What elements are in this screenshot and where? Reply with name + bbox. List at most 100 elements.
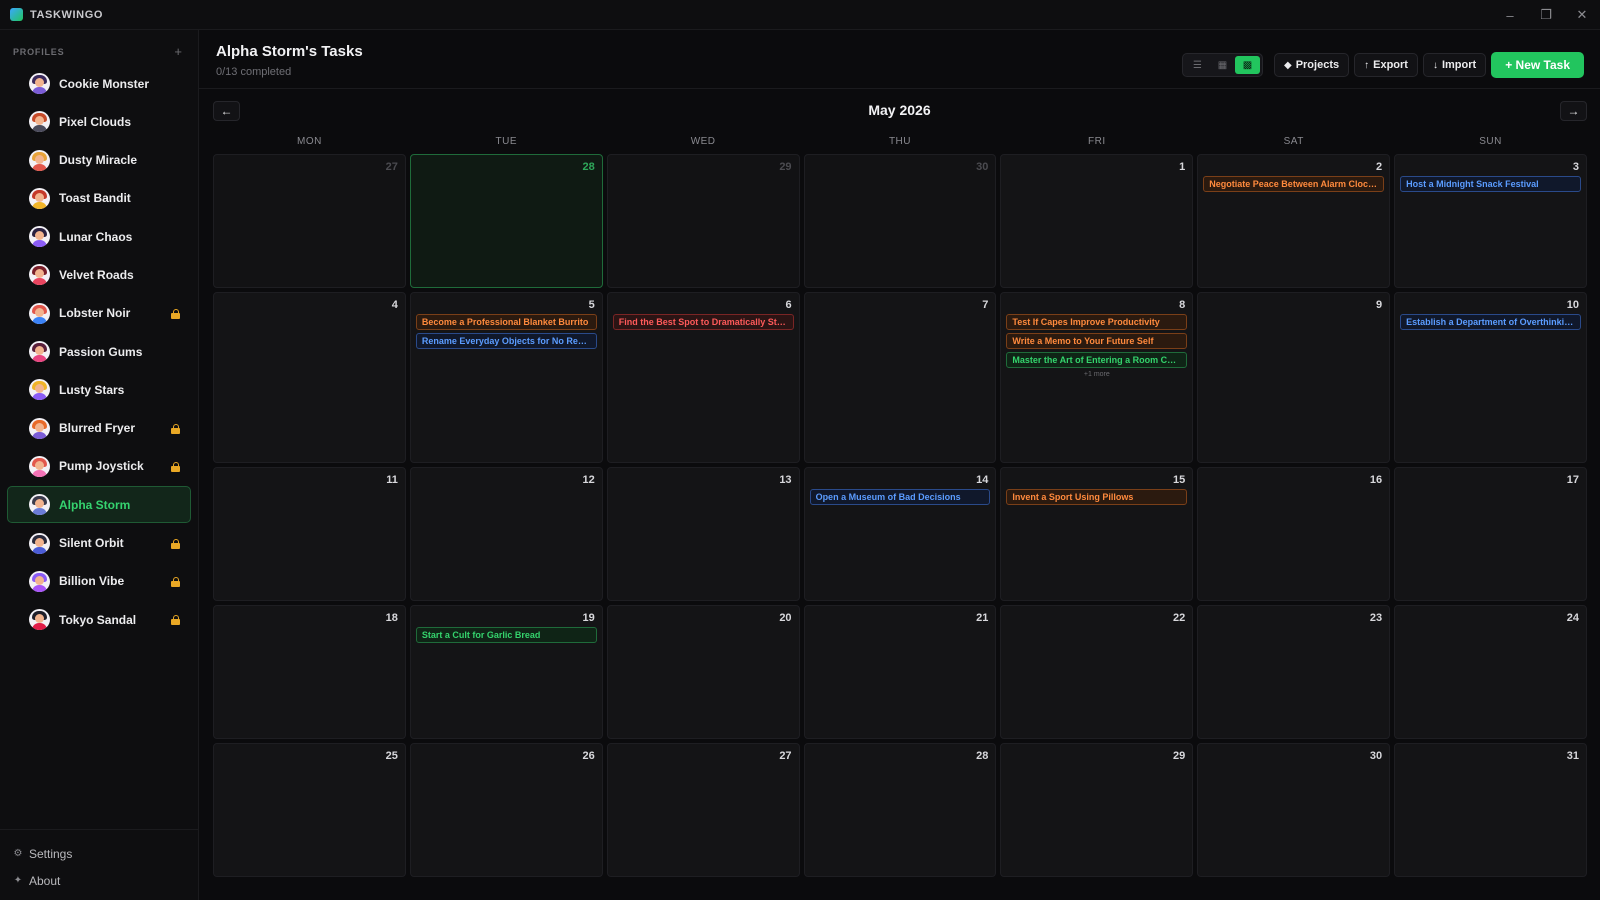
task-chip[interactable]: Invent a Sport Using Pillows bbox=[1006, 489, 1188, 505]
day-cell[interactable]: 16 bbox=[1197, 467, 1391, 601]
day-cell[interactable]: 15 Invent a Sport Using Pillows bbox=[1000, 467, 1194, 601]
day-number: 20 bbox=[779, 612, 792, 624]
task-chip[interactable]: Establish a Department of Overthinking bbox=[1400, 314, 1581, 330]
profile-item[interactable]: Alpha Storm bbox=[7, 486, 191, 524]
day-cell[interactable]: 30 bbox=[803, 154, 997, 288]
next-month-button[interactable]: → bbox=[1560, 101, 1587, 121]
day-cell[interactable]: 17 bbox=[1394, 467, 1587, 601]
task-chip[interactable]: Become a Professional Blanket Burrito bbox=[415, 314, 597, 330]
day-number: 1 bbox=[1179, 161, 1186, 173]
grid-view-icon[interactable]: ▦ bbox=[1217, 59, 1228, 71]
profile-item[interactable]: Pump Joystick bbox=[7, 448, 191, 485]
day-cell[interactable]: 3 Host a Midnight Snack Festival bbox=[1394, 154, 1587, 288]
task-chip[interactable]: Master the Art of Entering a Room Coolly bbox=[1006, 352, 1188, 368]
profile-name: Dusty Miracle bbox=[59, 153, 138, 168]
day-cell[interactable]: 24 bbox=[1394, 605, 1587, 739]
day-cell[interactable]: 6 Find the Best Spot to Dramatically Star… bbox=[606, 292, 800, 463]
day-cell[interactable]: 29 bbox=[1000, 743, 1194, 877]
view-toggle: ☰ ▦ ▩ bbox=[1181, 53, 1263, 77]
minimize-icon[interactable]: – bbox=[1506, 7, 1514, 23]
month-title: May 2026 bbox=[868, 102, 931, 118]
about-link[interactable]: ✦ About bbox=[0, 867, 199, 894]
profile-item[interactable]: Tokyo Sandal bbox=[7, 601, 191, 638]
export-button[interactable]: ↑ Export bbox=[1354, 53, 1418, 77]
task-chip[interactable]: Test If Capes Improve Productivity bbox=[1006, 314, 1188, 330]
profile-item[interactable]: Toast Bandit bbox=[7, 180, 191, 217]
sidebar-footer: ⚙ Settings ✦ About bbox=[0, 829, 199, 900]
profile-name: Toast Bandit bbox=[59, 191, 131, 206]
task-chip[interactable]: Write a Memo to Your Future Self bbox=[1006, 333, 1188, 349]
add-profile-button[interactable]: + bbox=[174, 44, 182, 59]
prev-month-button[interactable]: ← bbox=[213, 101, 240, 121]
day-cell[interactable]: 28 bbox=[803, 743, 997, 877]
maximize-icon[interactable]: ❐ bbox=[1540, 7, 1552, 22]
day-cell[interactable]: 21 bbox=[803, 605, 997, 739]
day-cell[interactable]: 12 bbox=[409, 467, 603, 601]
task-chip[interactable]: Find the Best Spot to Dramatically Stare… bbox=[612, 314, 794, 330]
calendar-nav: ← May 2026 → bbox=[199, 89, 1600, 129]
profile-list: Cookie Monster Pixel Clouds Dusty Miracle T… bbox=[0, 65, 198, 638]
day-cell[interactable]: 8 Test If Capes Improve Productivity Write… bbox=[1000, 292, 1194, 463]
profile-item[interactable]: Lobster Noir bbox=[7, 295, 191, 332]
projects-button[interactable]: ◆ Projects bbox=[1273, 53, 1350, 77]
import-label: Import bbox=[1441, 59, 1477, 71]
calendar-view-icon[interactable]: ▩ bbox=[1234, 56, 1260, 74]
profile-item[interactable]: Velvet Roads bbox=[7, 256, 191, 293]
day-cell[interactable]: 14 Open a Museum of Bad Decisions bbox=[803, 467, 997, 601]
profile-item[interactable]: Dusty Miracle bbox=[7, 142, 191, 179]
day-cell[interactable]: 22 bbox=[1000, 605, 1194, 739]
day-cell[interactable]: 31 bbox=[1394, 743, 1587, 877]
settings-link[interactable]: ⚙ Settings bbox=[0, 840, 199, 867]
close-icon[interactable]: ✕ bbox=[1576, 7, 1588, 22]
day-cell[interactable]: 28 bbox=[409, 154, 603, 288]
profile-item[interactable]: Cookie Monster bbox=[7, 65, 191, 102]
task-chip[interactable]: Start a Cult for Garlic Bread bbox=[415, 627, 597, 643]
task-chip[interactable]: Rename Everyday Objects for No Reason bbox=[415, 333, 597, 349]
day-cell[interactable]: 27 bbox=[213, 154, 406, 288]
profiles-header: PROFILES + bbox=[0, 30, 198, 65]
day-cell[interactable]: 4 bbox=[213, 292, 406, 463]
new-task-button[interactable]: + New Task bbox=[1491, 52, 1584, 78]
task-chip[interactable]: Open a Museum of Bad Decisions bbox=[809, 489, 991, 505]
day-cell[interactable]: 19 Start a Cult for Garlic Bread bbox=[409, 605, 603, 739]
day-cell[interactable]: 18 bbox=[213, 605, 406, 739]
profile-item[interactable]: Lunar Chaos bbox=[7, 218, 191, 255]
task-chip[interactable]: Host a Midnight Snack Festival bbox=[1400, 176, 1581, 192]
day-cell[interactable]: 23 bbox=[1197, 605, 1391, 739]
lock-icon bbox=[171, 615, 180, 626]
day-cell[interactable]: 30 bbox=[1197, 743, 1391, 877]
day-cell[interactable]: 13 bbox=[606, 467, 800, 601]
more-tasks-link[interactable]: +1 more bbox=[1083, 371, 1110, 378]
day-cell[interactable]: 29 bbox=[606, 154, 800, 288]
day-number: 16 bbox=[1369, 474, 1383, 486]
profile-name: Cookie Monster bbox=[59, 76, 150, 91]
day-number: 17 bbox=[1566, 474, 1579, 486]
day-cell[interactable]: 9 bbox=[1197, 292, 1391, 463]
day-cell[interactable]: 2 Negotiate Peace Between Alarm Clocks an… bbox=[1197, 154, 1391, 288]
profile-item[interactable]: Passion Gums bbox=[7, 333, 191, 370]
profile-item[interactable]: Silent Orbit bbox=[7, 525, 191, 562]
profile-item[interactable]: Billion Vibe bbox=[7, 563, 191, 600]
day-cell[interactable]: 25 bbox=[213, 743, 406, 877]
list-view-icon[interactable]: ☰ bbox=[1193, 59, 1202, 71]
window-controls: – ❐ ✕ bbox=[1492, 0, 1600, 30]
profile-name: Passion Gums bbox=[59, 344, 143, 359]
day-cell[interactable]: 7 bbox=[803, 292, 997, 463]
profile-item[interactable]: Blurred Fryer bbox=[7, 410, 191, 447]
day-number: 21 bbox=[976, 612, 989, 624]
avatar bbox=[29, 494, 50, 516]
day-number: 5 bbox=[588, 299, 595, 311]
day-cell[interactable]: 10 Establish a Department of Overthinking bbox=[1394, 292, 1587, 463]
day-cell[interactable]: 1 bbox=[1000, 154, 1194, 288]
profile-item[interactable]: Pixel Clouds bbox=[7, 103, 191, 140]
day-cell[interactable]: 27 bbox=[606, 743, 800, 877]
profile-item[interactable]: Lusty Stars bbox=[7, 371, 191, 408]
day-cell[interactable]: 5 Become a Professional Blanket Burrito Re… bbox=[409, 292, 603, 463]
day-cell[interactable]: 26 bbox=[409, 743, 603, 877]
profile-name: Billion Vibe bbox=[59, 574, 125, 589]
task-chip[interactable]: Negotiate Peace Between Alarm Clocks and… bbox=[1203, 176, 1385, 192]
day-number: 24 bbox=[1566, 612, 1579, 624]
day-cell[interactable]: 20 bbox=[606, 605, 800, 739]
import-button[interactable]: ↓ Import bbox=[1422, 53, 1487, 77]
day-cell[interactable]: 11 bbox=[213, 467, 406, 601]
